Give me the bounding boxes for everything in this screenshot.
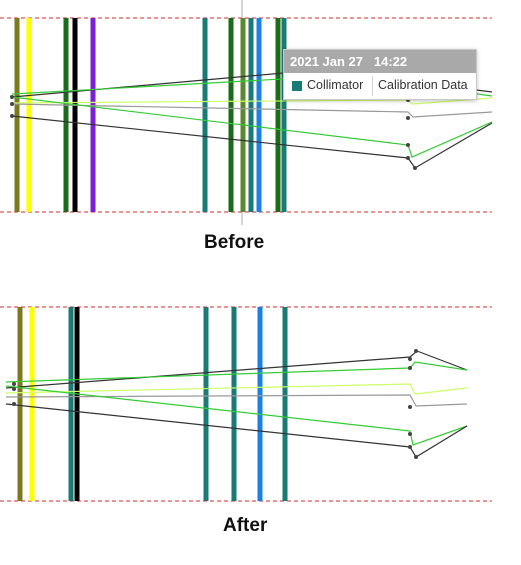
element-bar-0-8: [249, 18, 254, 212]
tooltip-time: 14:22: [374, 54, 407, 69]
tooltip-item-name: Collimator: [307, 78, 363, 92]
element-bar-0-2: [64, 18, 69, 212]
element-bar-0-3: [73, 18, 78, 212]
ray-vertex-0-0: [10, 95, 14, 99]
ray-vertex-1-7: [408, 445, 412, 449]
ray-vertex-0-7: [413, 166, 417, 170]
ray-vertex-1-4: [408, 366, 412, 370]
ray-vertex-1-6: [408, 432, 412, 436]
element-bar-1-1: [30, 307, 35, 501]
ray-vertex-1-0: [12, 382, 16, 386]
element-bar-0-7: [241, 18, 246, 212]
ray-vertex-1-5: [408, 405, 412, 409]
ray-vertex-0-6: [406, 156, 410, 160]
ray-vertex-1-8: [414, 349, 418, 353]
element-bar-0-11: [282, 18, 287, 212]
element-bar-0-9: [257, 18, 262, 212]
ray-vertex-1-9: [414, 455, 418, 459]
element-bar-1-3: [75, 307, 80, 501]
ray-vertex-1-2: [12, 402, 16, 406]
element-bar-1-4: [204, 307, 209, 501]
element-bar-0-10: [276, 18, 281, 212]
element-bar-0-6: [229, 18, 234, 212]
element-bar-0-5: [203, 18, 208, 212]
element-bar-0-1: [27, 18, 32, 212]
tooltip-date: 2021 Jan 27: [290, 54, 363, 69]
ray-vertex-0-5: [406, 143, 410, 147]
element-bar-1-0: [18, 307, 23, 501]
ray-vertex-0-1: [10, 102, 14, 106]
element-bar-0-0: [15, 18, 20, 212]
tooltip-separator: [372, 76, 373, 96]
element-bar-1-5: [232, 307, 237, 501]
before-caption: Before: [204, 232, 264, 254]
element-bar-1-6: [258, 307, 263, 501]
element-bar-1-2: [69, 307, 74, 501]
ray-vertex-0-2: [10, 114, 14, 118]
ray-vertex-1-3: [408, 357, 412, 361]
tooltip-swatch: [292, 81, 302, 91]
ray-vertex-1-1: [12, 387, 16, 391]
after-caption: After: [223, 515, 267, 537]
hover-tooltip: 2021 Jan 27 14:22 Collimator Calibration…: [283, 49, 477, 100]
tooltip-row: Collimator Calibration Data: [284, 73, 476, 99]
tooltip-item-value: Calibration Data: [378, 78, 468, 92]
element-bar-1-7: [283, 307, 288, 501]
element-bar-0-4: [91, 18, 96, 212]
ray-vertex-0-4: [406, 116, 410, 120]
tooltip-header: 2021 Jan 27 14:22: [284, 50, 476, 73]
